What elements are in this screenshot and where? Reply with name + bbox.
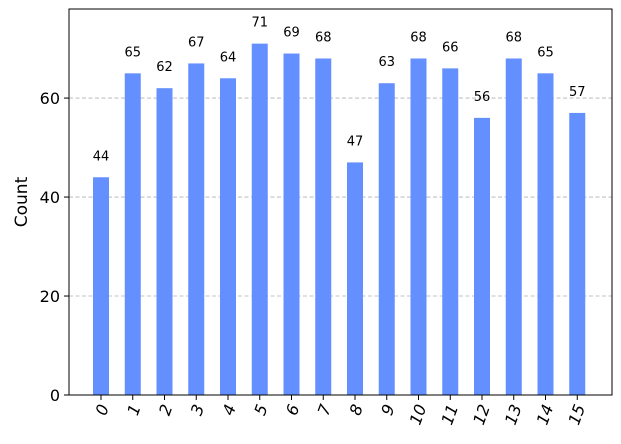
x-tick-label: 2 [155, 402, 176, 418]
bar [93, 177, 109, 395]
x-tick-label: 12 [469, 402, 494, 428]
grid-lines [69, 97, 612, 297]
bar [347, 162, 363, 395]
x-tick-label: 13 [501, 402, 526, 428]
bar-value-label: 62 [156, 60, 173, 75]
bar-value-label: 65 [124, 45, 141, 60]
y-tick-label: 0 [50, 386, 60, 405]
x-tick-label: 14 [533, 402, 558, 428]
bar [283, 53, 300, 396]
bar-value-label: 64 [220, 50, 237, 65]
bar-value-label: 69 [283, 26, 300, 41]
y-tick-label: 40 [40, 188, 60, 207]
y-axis-label: Count [12, 176, 32, 227]
bar [410, 58, 427, 395]
x-tick-label: 11 [437, 402, 462, 428]
x-tick-label: 8 [346, 402, 367, 418]
x-tick-label: 5 [250, 402, 271, 418]
x-tick-label: 0 [92, 402, 113, 418]
bars [93, 43, 586, 396]
y-axis: 0 20 40 60 [40, 89, 69, 405]
y-tick-label: 20 [40, 287, 60, 306]
x-tick-label: 1 [123, 402, 144, 418]
bar-value-label: 63 [378, 55, 395, 70]
x-tick-label: 6 [282, 402, 303, 418]
bar-value-label: 56 [474, 90, 491, 105]
y-tick-label: 60 [40, 89, 60, 108]
x-axis: 0 1 2 3 4 5 6 7 8 9 10 11 12 13 14 15 [92, 395, 589, 428]
x-tick-label: 10 [406, 402, 431, 428]
x-tick-label: 3 [187, 402, 208, 418]
bar-value-label: 44 [93, 149, 110, 164]
bar-value-label: 66 [442, 40, 459, 55]
bar-value-label: 68 [315, 30, 332, 45]
data-labels: 44 65 62 67 64 71 69 68 47 63 68 66 56 68 65 57 [93, 16, 586, 165]
bar [537, 73, 554, 395]
x-tick-label: 7 [314, 401, 336, 418]
bar [124, 73, 141, 395]
bar [378, 83, 395, 395]
axes-frame [68, 8, 613, 396]
bar-value-label: 68 [505, 30, 522, 45]
bar [505, 58, 522, 395]
bar [569, 112, 586, 395]
x-tick-label: 4 [219, 402, 240, 418]
bar [251, 43, 268, 396]
bar-value-label: 68 [410, 30, 427, 45]
bar-value-label: 67 [188, 35, 205, 50]
bar [442, 68, 459, 395]
bar-value-label: 47 [347, 134, 364, 149]
x-tick-label: 9 [377, 402, 398, 418]
bar [188, 63, 205, 395]
bar [220, 78, 236, 396]
bar-value-label: 57 [569, 85, 586, 100]
bar-value-label: 65 [537, 45, 554, 60]
bar-value-label: 71 [251, 16, 268, 31]
bar [474, 117, 490, 395]
x-tick-label: 15 [564, 402, 589, 428]
bar [156, 88, 173, 395]
bar [315, 58, 332, 395]
